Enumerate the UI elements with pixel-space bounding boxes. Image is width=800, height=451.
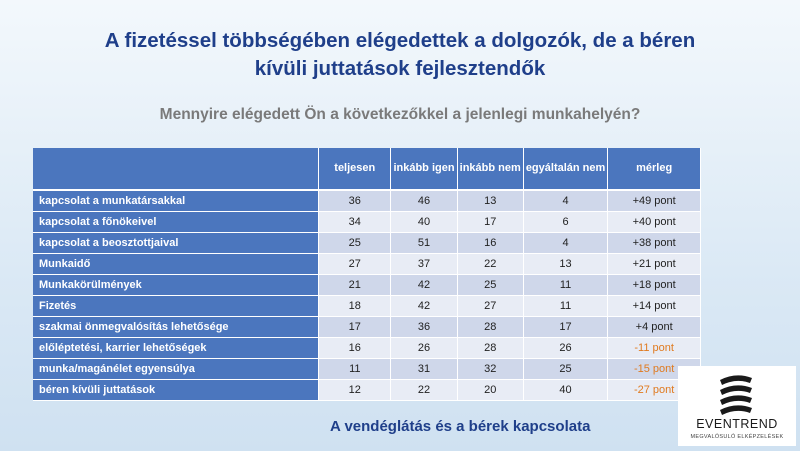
value-cell: 22 [457,253,524,275]
value-cell: 40 [390,211,458,233]
survey-question: Mennyire elégedett Ön a következőkkel a … [159,106,641,123]
value-cell: 16 [457,232,524,254]
eventrend-logo: EVENTREND MEGVALÓSULÓ ELKÉPZELÉSEK [678,366,796,446]
table-row: Munkaidő 27 37 22 13 +21 pont [33,253,701,275]
logo-stripes-icon [720,375,752,415]
table-row: munka/magánélet egyensúlya 11 31 32 25 -15 po… [33,358,701,380]
table-row: Munkakörülmények 21 42 25 11 +18 pont [33,274,701,296]
value-cell: 12 [318,379,392,401]
header-merleg: mérleg [607,148,701,191]
table-row: kapcsolat a munkatársakkal 36 46 13 4 +49 pon… [33,190,701,212]
value-cell: 6 [523,211,609,233]
balance-cell: -11 pont [607,337,701,359]
table-row: szakmai önmegvalósítás lehetősége 17 36 28 1… [33,316,701,338]
table-row: Fizetés 18 42 27 11 +14 pont [33,295,701,317]
title-line-2: kívüli juttatások fejlesztendők [254,57,546,80]
balance-cell: -27 pont [607,379,701,401]
balance-cell: +21 pont [607,253,701,275]
value-cell: 20 [457,379,524,401]
row-label: kapcsolat a beosztottjaival [33,232,320,254]
table-row: előléptetési, karrier lehetőségek 16 26 28 2… [33,337,701,359]
row-label: Munkaidő [33,253,320,275]
value-cell: 31 [390,358,458,380]
table-header-row: teljesen inkább igen inkább nem egyáltal… [33,148,701,191]
logo-brand: EVENTREND [696,417,778,431]
value-cell: 4 [523,190,609,212]
value-cell: 4 [523,232,609,254]
header-label-cell [33,148,320,191]
value-cell: 32 [457,358,524,380]
table-row: kapcsolat a beosztottjaival 25 51 16 4 +38 po… [33,232,701,254]
value-cell: 37 [390,253,458,275]
balance-cell: +18 pont [607,274,701,296]
value-cell: 25 [457,274,524,296]
value-cell: 17 [523,316,609,338]
slide-title: A fizetéssel többségében elégedettek a d… [0,27,800,83]
balance-cell: +40 pont [607,211,701,233]
value-cell: 17 [318,316,392,338]
value-cell: 26 [523,337,609,359]
row-label: kapcsolat a munkatársakkal [33,190,320,212]
header-egyaltalan-nem: egyáltalán nem [523,148,609,191]
value-cell: 16 [318,337,392,359]
value-cell: 13 [457,190,524,212]
value-cell: 11 [523,295,609,317]
value-cell: 25 [318,232,392,254]
satisfaction-table: teljesen inkább igen inkább nem egyáltal… [33,148,701,401]
value-cell: 42 [390,274,458,296]
row-label: előléptetési, karrier lehetőségek [33,337,320,359]
value-cell: 27 [457,295,524,317]
header-inkabb-nem: inkább nem [457,148,524,191]
value-cell: 11 [318,358,392,380]
balance-cell: -15 pont [607,358,701,380]
value-cell: 26 [390,337,458,359]
value-cell: 36 [390,316,458,338]
value-cell: 34 [318,211,392,233]
table-row: béren kívüli juttatások 12 22 20 40 -27 pont [33,379,701,401]
footer-caption: A vendéglátás és a bérek kapcsolata [330,418,591,435]
row-label: Fizetés [33,295,320,317]
logo-tagline: MEGVALÓSULÓ ELKÉPZELÉSEK [690,434,784,440]
balance-cell: +4 pont [607,316,701,338]
value-cell: 40 [523,379,609,401]
row-label: Munkakörülmények [33,274,320,296]
value-cell: 25 [523,358,609,380]
value-cell: 42 [390,295,458,317]
value-cell: 17 [457,211,524,233]
header-teljesen: teljesen [318,148,392,191]
balance-cell: +38 pont [607,232,701,254]
value-cell: 51 [390,232,458,254]
value-cell: 21 [318,274,392,296]
value-cell: 46 [390,190,458,212]
row-label: munka/magánélet egyensúlya [33,358,320,380]
row-label: béren kívüli juttatások [33,379,320,401]
title-line-1: A fizetéssel többségében elégedettek a d… [104,29,696,52]
value-cell: 11 [523,274,609,296]
value-cell: 36 [318,190,392,212]
value-cell: 28 [457,337,524,359]
value-cell: 22 [390,379,458,401]
value-cell: 28 [457,316,524,338]
table-row: kapcsolat a főnökeivel 34 40 17 6 +40 pont [33,211,701,233]
value-cell: 13 [523,253,609,275]
header-inkabb-igen: inkább igen [390,148,458,191]
balance-cell: +14 pont [607,295,701,317]
row-label: szakmai önmegvalósítás lehetősége [33,316,320,338]
value-cell: 27 [318,253,392,275]
balance-cell: +49 pont [607,190,701,212]
value-cell: 18 [318,295,392,317]
row-label: kapcsolat a főnökeivel [33,211,320,233]
